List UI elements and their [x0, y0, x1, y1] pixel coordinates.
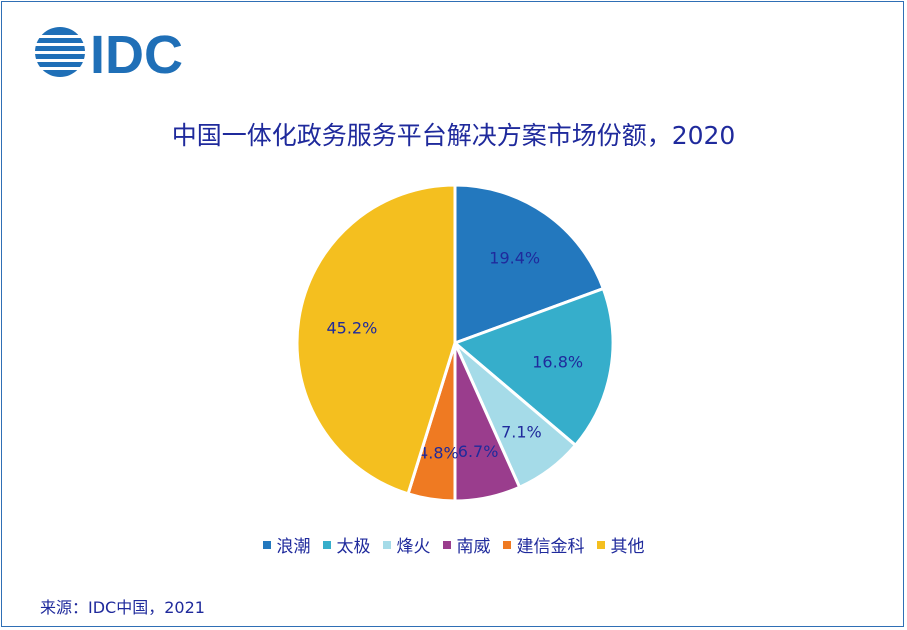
legend-swatch — [502, 540, 511, 549]
data-label-6: 45.2% — [326, 318, 377, 337]
pie-slice-2 — [452, 286, 615, 448]
idc-logo: IDC — [34, 26, 183, 78]
legend-item-1: 浪潮 — [262, 532, 311, 557]
data-label-4: 6.7% — [458, 442, 499, 461]
legend-item-4: 南威 — [442, 532, 491, 557]
legend-item-6: 其他 — [596, 532, 645, 557]
legend-label: 太极 — [336, 537, 371, 557]
data-label-5: 4.8% — [418, 443, 459, 462]
chart-legend: 浪潮 太极 烽火 南威 建信金科 其他 — [0, 532, 907, 557]
legend-swatch — [322, 540, 331, 549]
legend-swatch — [596, 540, 605, 549]
source-note: 来源：IDC中国，2021 — [40, 598, 205, 617]
legend-item-2: 太极 — [322, 532, 371, 557]
legend-label: 烽火 — [396, 537, 431, 557]
logo-text: IDC — [90, 26, 183, 78]
legend-label: 建信金科 — [516, 537, 585, 557]
globe-icon — [34, 27, 86, 77]
chart-title: 中国一体化政务服务平台解决方案市场份额，2020 — [171, 121, 736, 150]
legend-item-3: 烽火 — [382, 532, 431, 557]
data-label-3: 7.1% — [501, 422, 542, 441]
legend-item-5: 建信金科 — [502, 532, 585, 557]
pie-slice-1 — [453, 183, 606, 346]
data-label-1: 19.4% — [489, 248, 540, 267]
legend-label: 浪潮 — [276, 537, 311, 557]
legend-label: 其他 — [610, 537, 645, 557]
data-label-2: 16.8% — [532, 352, 583, 371]
legend-swatch — [382, 540, 391, 549]
legend-label: 南威 — [456, 537, 491, 557]
legend-swatch — [442, 540, 451, 549]
legend-swatch — [262, 540, 271, 549]
pie-slice-6 — [295, 183, 457, 496]
